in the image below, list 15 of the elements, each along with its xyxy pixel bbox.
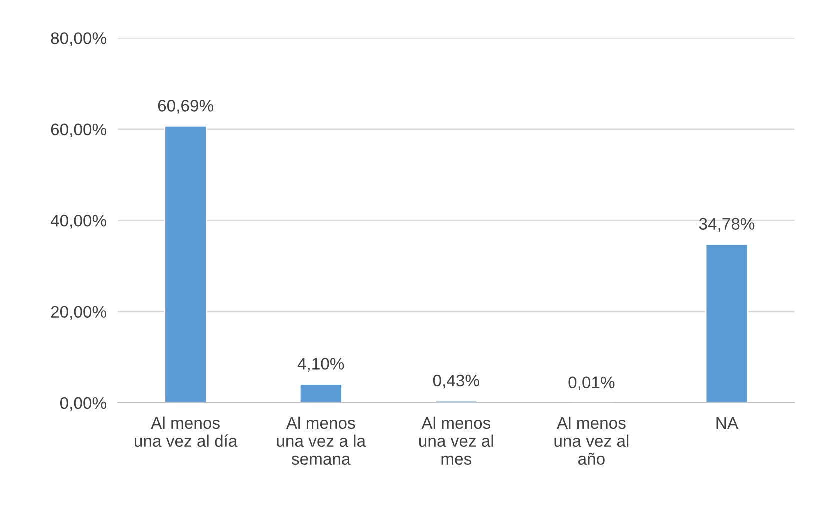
y-tick-label: 40,00% xyxy=(50,214,106,229)
x-tick-label: Al menos una vez al año xyxy=(554,416,629,466)
data-label: 0,01% xyxy=(568,376,615,391)
y-tick-label: 20,00% xyxy=(51,306,106,320)
data-label: 0,43% xyxy=(433,374,480,389)
data-label: 60,69% xyxy=(158,100,214,114)
x-tick-label: Al menos una vez al mes xyxy=(420,416,494,466)
y-tick-label: 60,00% xyxy=(51,124,106,138)
y-tick-label: 0,00% xyxy=(60,397,106,412)
x-tick-label: Al menos una vez al día xyxy=(135,416,238,448)
data-label: 34,78% xyxy=(699,218,755,232)
x-tick-label: NA xyxy=(716,417,739,429)
x-tick-label: Al menos una vez a la semana xyxy=(277,416,366,466)
data-label: 4,10% xyxy=(298,358,344,372)
y-tick-label: 80,00% xyxy=(51,32,106,46)
